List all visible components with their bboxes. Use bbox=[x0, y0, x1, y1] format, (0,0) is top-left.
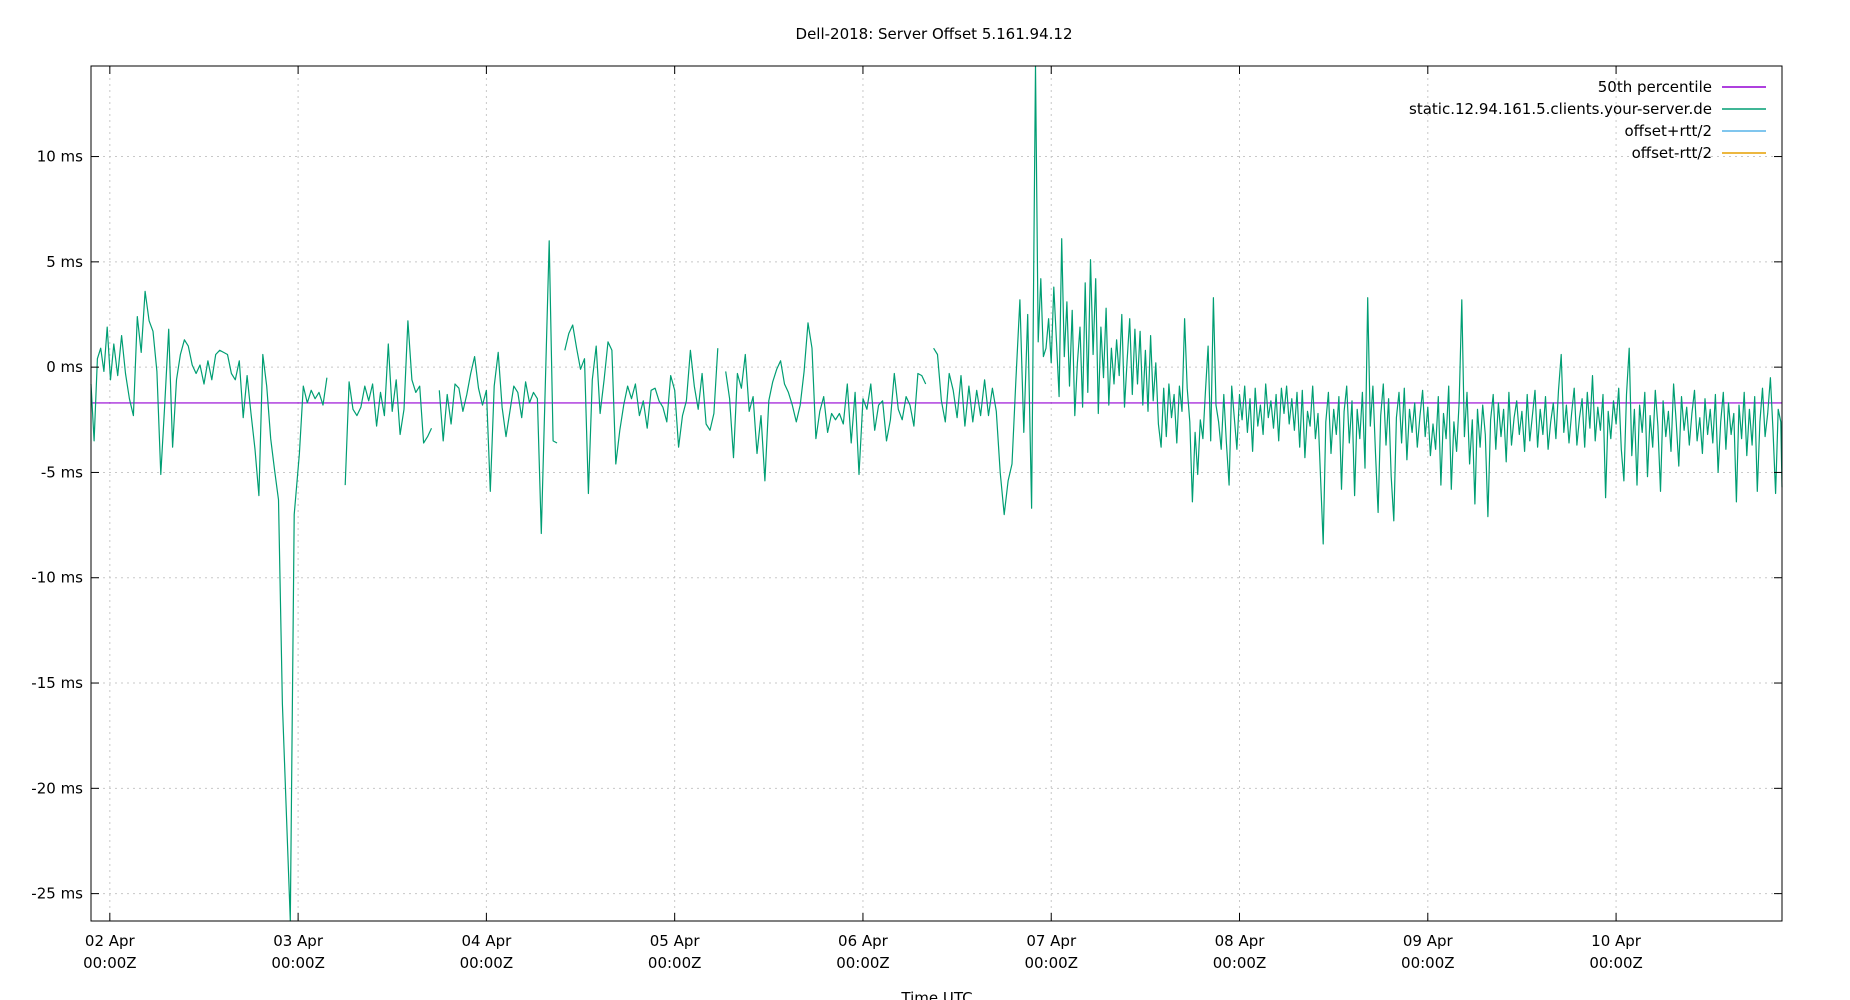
legend-label: static.12.94.161.5.clients.your-server.d… bbox=[1409, 100, 1712, 118]
y-tick-label: -5 ms bbox=[41, 463, 83, 481]
offset-series-line bbox=[933, 65, 1783, 545]
legend: 50th percentile static.12.94.161.5.client… bbox=[1409, 78, 1766, 162]
x-tick-label-date: 10 Apr bbox=[1591, 932, 1642, 950]
x-tick-label-time: 00:00Z bbox=[1589, 954, 1643, 972]
x-tick-label-date: 05 Apr bbox=[650, 932, 701, 950]
x-tick-label-time: 00:00Z bbox=[83, 954, 137, 972]
offset-series-line bbox=[344, 320, 433, 486]
x-tick-label-date: 09 Apr bbox=[1403, 932, 1454, 950]
y-tick-label: -10 ms bbox=[31, 569, 83, 587]
offset-series-line bbox=[90, 290, 328, 922]
y-tick-label: -15 ms bbox=[31, 674, 83, 692]
x-axis: 02 Apr 00:00Z 03 Apr 00:00Z 04 Apr 00:00Z 05 A… bbox=[83, 66, 1643, 972]
grid bbox=[91, 66, 1782, 921]
x-tick-label-time: 00:00Z bbox=[1401, 954, 1455, 972]
plot-area bbox=[90, 65, 1783, 922]
x-tick-label-time: 00:00Z bbox=[648, 954, 702, 972]
offset-series-line bbox=[564, 324, 719, 495]
legend-label: offset+rtt/2 bbox=[1624, 122, 1712, 140]
offset-series-line bbox=[725, 322, 927, 482]
offset-series-line bbox=[438, 240, 558, 535]
y-tick-label: -25 ms bbox=[31, 885, 83, 903]
x-tick-label-date: 02 Apr bbox=[85, 932, 136, 950]
x-tick-label-time: 00:00Z bbox=[1024, 954, 1078, 972]
x-tick-label-date: 07 Apr bbox=[1026, 932, 1077, 950]
legend-label: offset-rtt/2 bbox=[1632, 144, 1712, 162]
x-tick-label-date: 06 Apr bbox=[838, 932, 889, 950]
x-tick-label-time: 00:00Z bbox=[271, 954, 325, 972]
x-tick-label-time: 00:00Z bbox=[836, 954, 890, 972]
y-tick-label: 5 ms bbox=[46, 253, 83, 271]
x-tick-label-date: 08 Apr bbox=[1215, 932, 1266, 950]
y-axis: 10 ms 5 ms 0 ms -5 ms -10 ms -15 ms -20 ms -25 … bbox=[31, 148, 1782, 903]
y-tick-label: 0 ms bbox=[46, 358, 83, 376]
x-tick-label-time: 00:00Z bbox=[460, 954, 514, 972]
plot-frame bbox=[90, 65, 1783, 922]
x-tick-label-time: 00:00Z bbox=[1213, 954, 1267, 972]
x-tick-label-date: 04 Apr bbox=[461, 932, 512, 950]
legend-label: 50th percentile bbox=[1598, 78, 1712, 96]
x-axis-label: Time UTC bbox=[900, 989, 972, 1000]
chart-title: Dell-2018: Server Offset 5.161.94.12 bbox=[796, 25, 1073, 43]
y-tick-label: -20 ms bbox=[31, 779, 83, 797]
y-tick-label: 10 ms bbox=[37, 148, 83, 166]
x-tick-label-date: 03 Apr bbox=[273, 932, 324, 950]
